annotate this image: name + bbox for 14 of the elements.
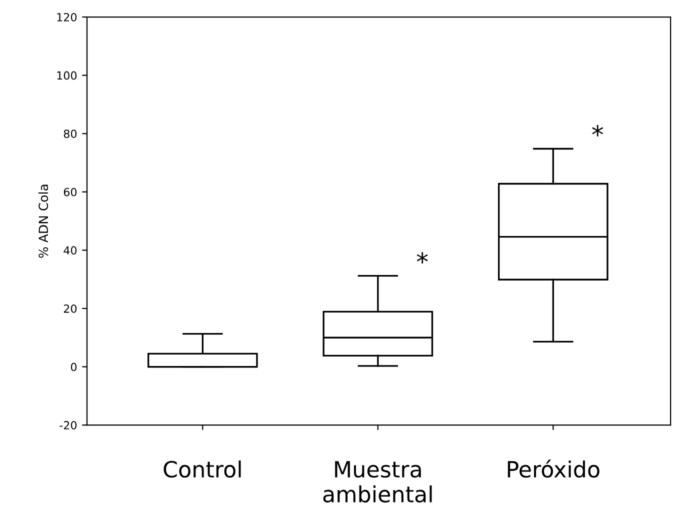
y-tick-label: 60 <box>64 188 77 196</box>
x-tick-label: Control <box>164 460 241 478</box>
annotation: * <box>592 125 604 136</box>
annotation: * <box>416 252 428 264</box>
y-tick-label: -20 <box>60 421 77 430</box>
y-tick-label: 100 <box>57 71 77 80</box>
y-tick-label: 120 <box>57 13 77 22</box>
x-tick-label: Muestra ambiental <box>323 461 432 503</box>
y-axis-title: % ADN Cola <box>38 184 48 258</box>
y-tick-label: 40 <box>64 246 77 255</box>
y-tick-label: 20 <box>64 304 77 313</box>
x-tick-label: Peróxido <box>508 460 600 478</box>
y-tick-label: 0 <box>70 362 77 372</box>
y-tick-label: 80 <box>64 130 77 138</box>
